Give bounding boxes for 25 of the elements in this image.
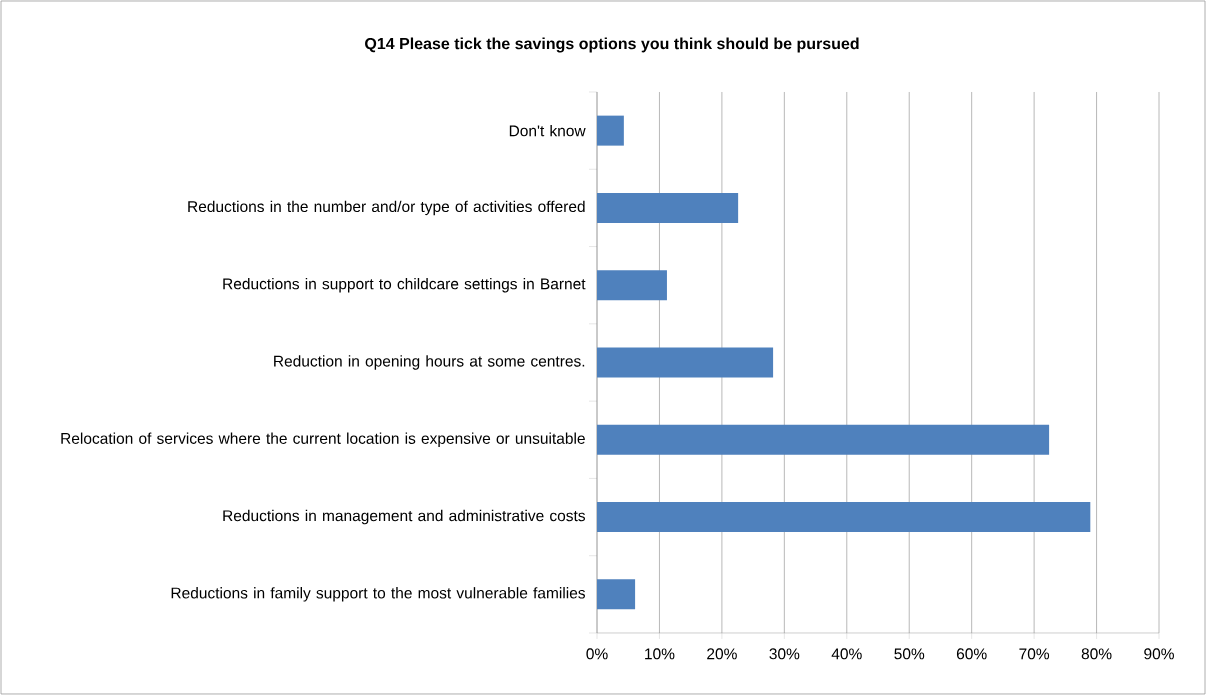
x-tick-label: 70% (1019, 648, 1050, 660)
y-tick-label: Relocation of services where the current location is expensive or unsuitable (61, 432, 585, 447)
bar (597, 424, 1050, 455)
bar (597, 192, 739, 223)
x-tick-label: 80% (1081, 648, 1112, 660)
y-tick-label: Reductions in support to childcare settings in Barnet (223, 277, 586, 293)
x-tick-label: 0% (586, 648, 608, 660)
x-tick-label: 90% (1144, 648, 1174, 660)
x-tick-label: 30% (769, 648, 800, 660)
bar (597, 115, 624, 146)
y-tick-label: Reductions in the number and/or type of activities offered (188, 200, 585, 216)
y-tick-label: Reductions in management and administrative costs (223, 509, 586, 525)
x-tick-label: 20% (707, 648, 737, 660)
x-tick-label: 50% (894, 648, 925, 660)
x-tick-label: 40% (831, 648, 862, 660)
bar (597, 579, 636, 610)
y-tick-label: Reductions in family support to the most vulnerable families (171, 587, 585, 602)
y-tick-label: Reduction in opening hours at some centres. (274, 355, 585, 370)
chart-title: Q14 Please tick the savings options you think should be pursued (365, 37, 859, 53)
x-tick-label: 60% (956, 648, 987, 660)
y-tick-label: Don't know (509, 124, 586, 137)
bar (597, 347, 774, 378)
bar (597, 270, 667, 301)
bar (597, 502, 1091, 533)
x-tick-label: 10% (645, 648, 675, 660)
